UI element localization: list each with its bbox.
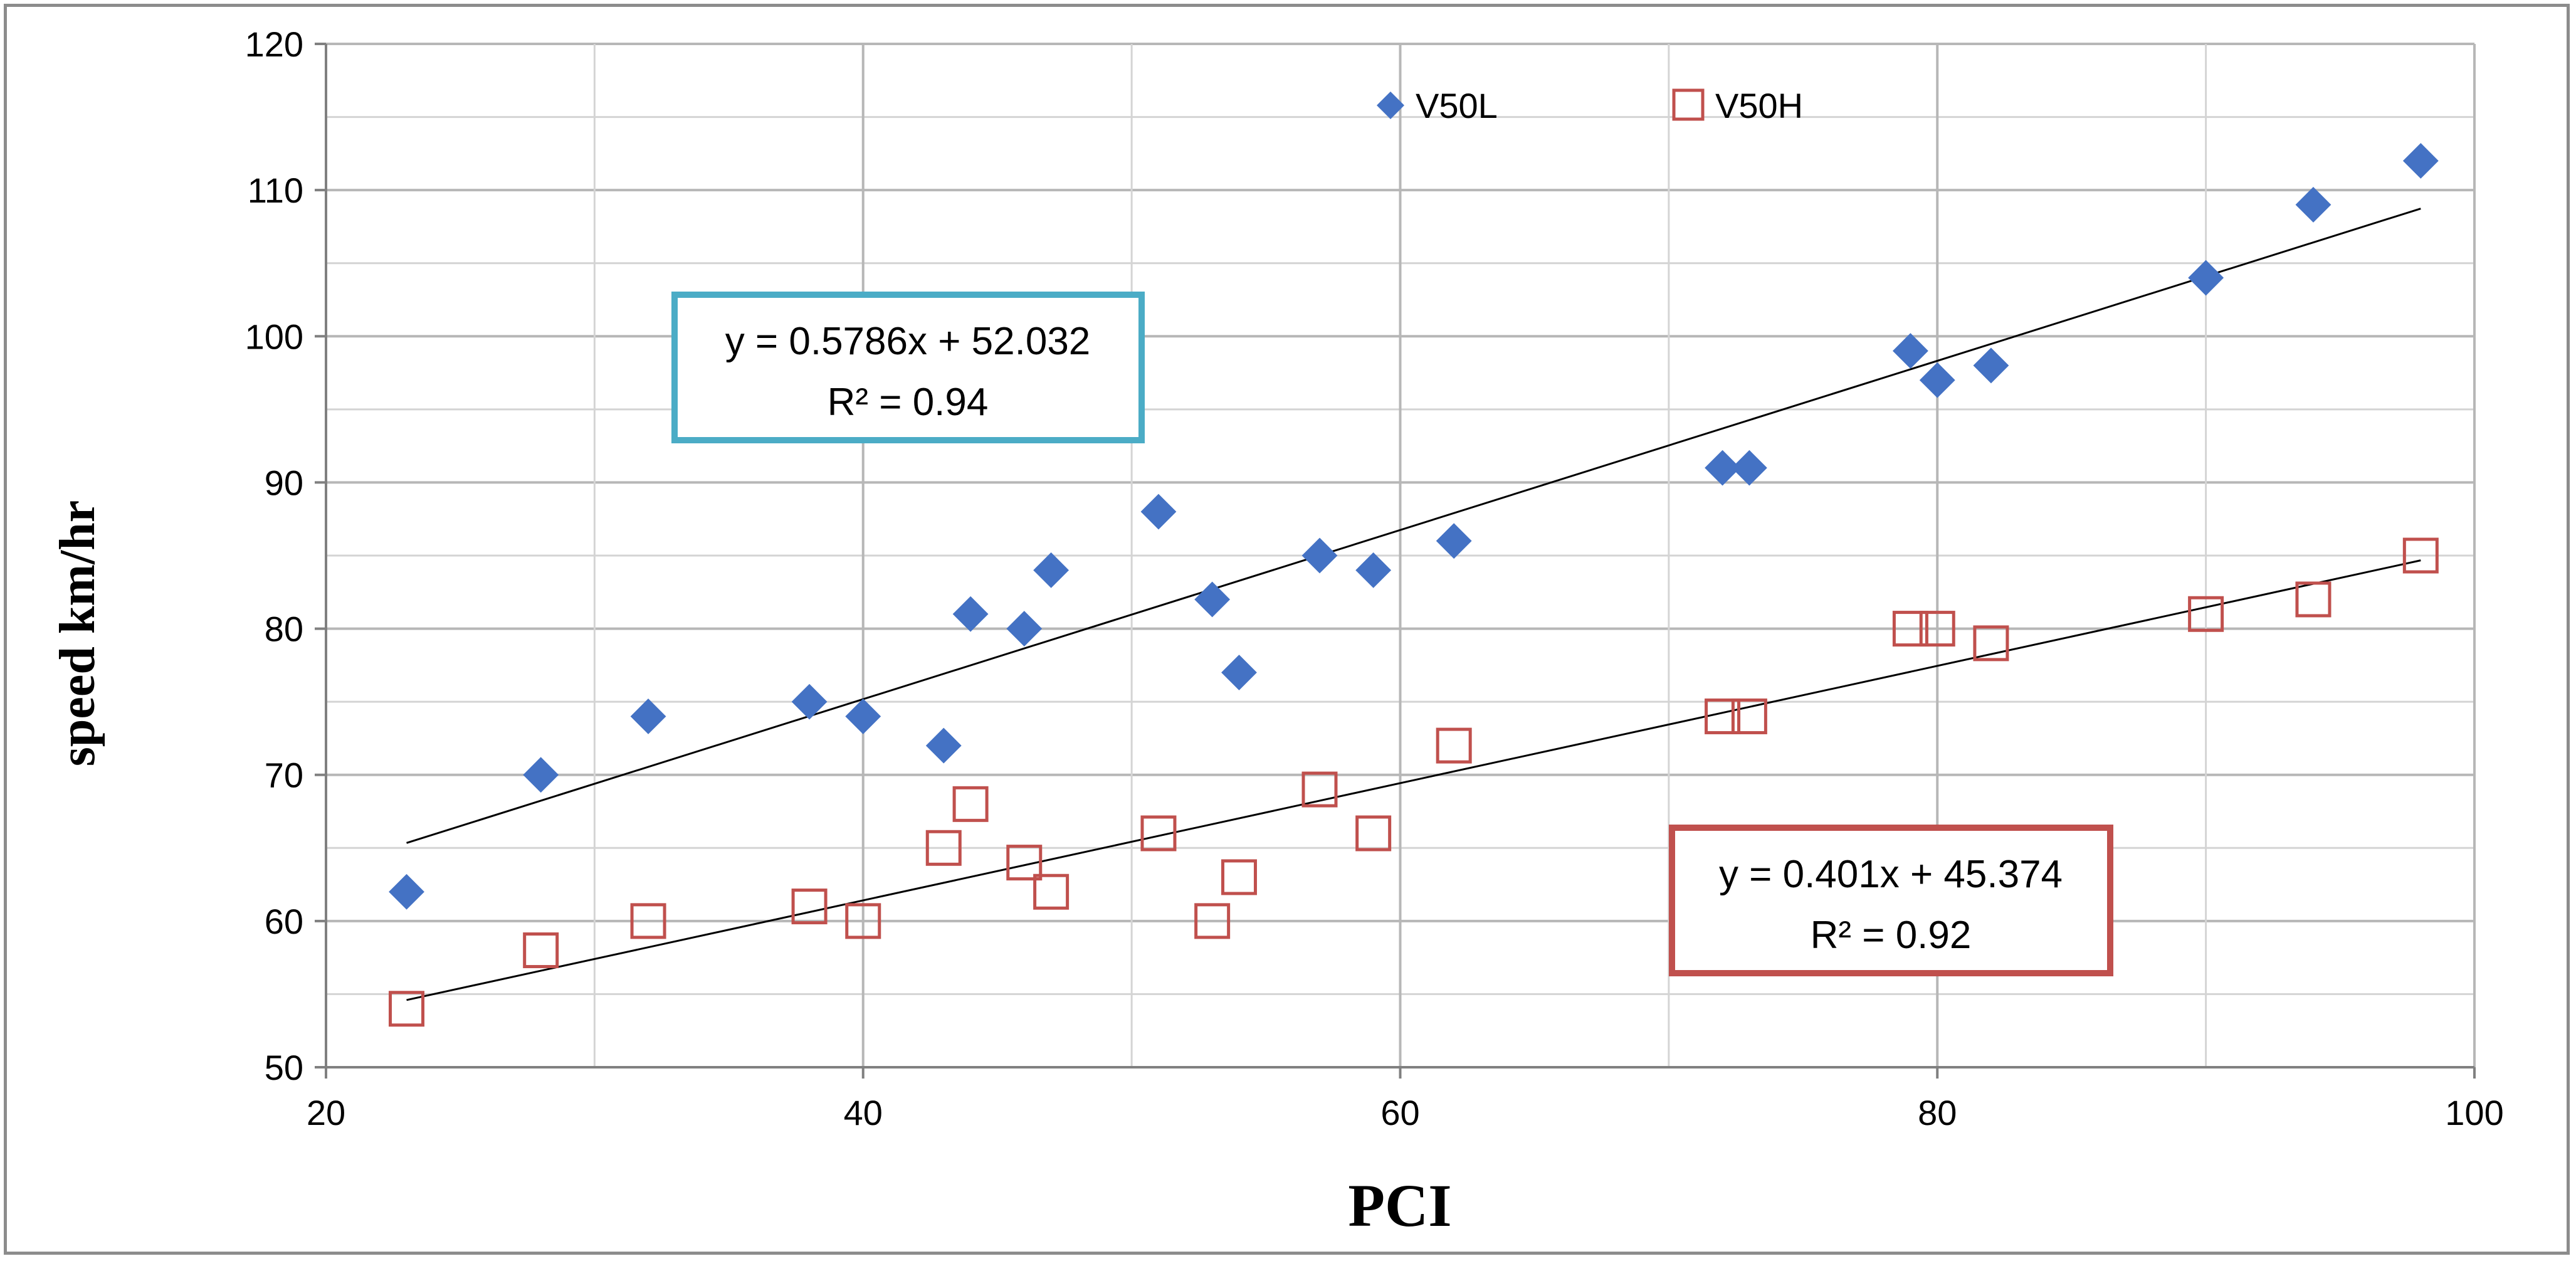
y-tick-label: 80 xyxy=(265,609,303,649)
trendlines xyxy=(406,208,2421,1001)
x-tick-label: 40 xyxy=(844,1093,883,1132)
data-point-v50l xyxy=(845,699,881,734)
data-point-v50l xyxy=(2188,260,2224,296)
data-point-v50h xyxy=(1436,727,1472,764)
y-tick-label: 120 xyxy=(245,24,303,64)
data-point-v50l xyxy=(1892,333,1928,369)
legend-marker-v50h xyxy=(1672,88,1705,121)
x-tick-label: 80 xyxy=(1918,1093,1957,1132)
data-point-v50h xyxy=(1355,815,1392,852)
legend-label-v50l: V50L xyxy=(1416,86,1498,125)
trendline-v50l xyxy=(406,208,2421,844)
data-point-v50l xyxy=(1006,611,1043,646)
tick-labels: 50 60 70 80 90 100 110 120 20 40 60 80 100 xyxy=(245,24,2504,1132)
data-point-v50h xyxy=(1705,698,1741,734)
legend-marker-v50l xyxy=(1377,92,1404,119)
data-point-v50h xyxy=(630,903,666,939)
x-axis-title: PCI xyxy=(1348,1172,1451,1239)
trendline-r2-v50l: R² = 0.94 xyxy=(828,381,989,424)
trendline-label-v50h: y = 0.401x + 45.374 R² = 0.92 xyxy=(1669,825,2113,976)
data-point-v50h xyxy=(1221,859,1257,895)
data-point-v50l xyxy=(1436,523,1472,559)
y-tick-label: 60 xyxy=(265,902,303,941)
data-point-v50h xyxy=(523,932,559,968)
data-point-v50l xyxy=(1973,347,2009,384)
data-point-v50h xyxy=(1973,625,2009,662)
trendline-r2-v50h: R² = 0.92 xyxy=(1811,914,1972,957)
data-point-v50l xyxy=(1731,450,1767,486)
y-tick-label: 50 xyxy=(265,1048,303,1087)
axes xyxy=(315,43,2476,1079)
data-point-v50h xyxy=(1194,903,1231,939)
data-point-v50l xyxy=(2295,187,2332,223)
x-tick-label: 20 xyxy=(307,1093,345,1132)
y-axis-title: speed km/hr xyxy=(50,500,105,767)
data-point-v50l xyxy=(1919,362,1955,398)
data-points xyxy=(389,143,2439,1027)
data-point-v50l xyxy=(791,683,828,720)
data-point-v50h xyxy=(1919,611,1955,647)
trendline-equation-v50l: y = 0.5786x + 52.032 xyxy=(725,320,1091,363)
data-point-v50l xyxy=(389,873,424,910)
data-point-v50h xyxy=(2402,537,2439,574)
data-point-v50l xyxy=(952,596,989,632)
data-point-v50l xyxy=(1221,655,1257,690)
trendline-v50h xyxy=(406,559,2421,1001)
data-point-v50h xyxy=(1892,611,1928,647)
data-point-v50h xyxy=(925,830,962,866)
data-point-v50l xyxy=(2402,143,2439,179)
data-point-v50l xyxy=(925,727,962,764)
data-point-v50h xyxy=(1033,873,1070,910)
data-point-v50l xyxy=(1140,493,1177,530)
data-point-v50l xyxy=(1194,581,1231,618)
trendline-label-v50l: y = 0.5786x + 52.032 R² = 0.94 xyxy=(671,292,1145,443)
x-tick-label: 100 xyxy=(2445,1093,2503,1132)
data-point-v50h xyxy=(1731,698,1767,734)
legend: V50L V50H xyxy=(1377,86,1803,125)
data-point-v50l xyxy=(1705,450,1740,486)
data-point-v50h xyxy=(791,889,828,925)
data-point-v50h xyxy=(2295,581,2332,618)
trendline-box-v50h xyxy=(1669,825,2113,976)
y-tick-label: 100 xyxy=(245,317,303,356)
data-point-v50h xyxy=(1006,845,1043,881)
data-point-v50l xyxy=(1355,552,1392,588)
data-point-v50h xyxy=(952,786,989,822)
data-point-v50l xyxy=(630,699,666,734)
data-point-v50h xyxy=(845,903,881,939)
data-point-v50h xyxy=(2188,596,2224,632)
data-point-v50h xyxy=(1301,771,1338,808)
y-tick-label: 70 xyxy=(265,756,303,795)
x-tick-label: 60 xyxy=(1380,1093,1419,1132)
data-point-v50l xyxy=(1033,552,1070,588)
y-tick-label: 90 xyxy=(265,463,303,502)
trendline-box-v50l xyxy=(671,292,1145,443)
y-tick-label: 110 xyxy=(248,171,303,210)
legend-label-v50h: V50H xyxy=(1715,86,1803,125)
data-point-v50l xyxy=(1301,537,1338,574)
trendline-equation-v50h: y = 0.401x + 45.374 xyxy=(1719,853,2063,896)
data-point-v50l xyxy=(523,757,559,793)
data-point-v50h xyxy=(389,991,425,1027)
data-point-v50h xyxy=(1140,815,1177,852)
